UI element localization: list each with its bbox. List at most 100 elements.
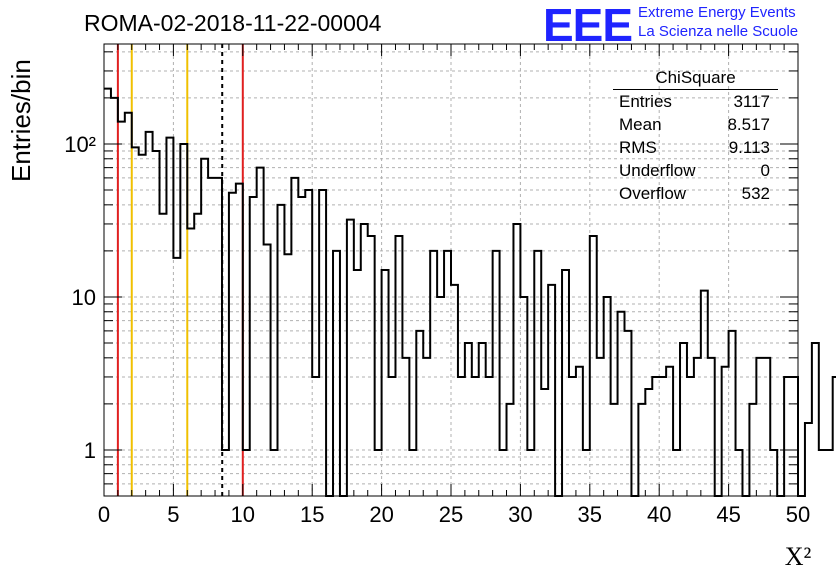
histogram-bin	[805, 423, 812, 496]
histogram-bin	[291, 178, 298, 496]
histogram-bin	[389, 377, 396, 496]
histogram-bin	[160, 214, 167, 496]
stats-value: 9.113	[728, 138, 770, 157]
histogram-bin	[451, 285, 458, 496]
stats-row-entries: Entries 3117	[611, 90, 778, 113]
x-tick-label: 20	[369, 502, 393, 527]
histogram-bin	[319, 190, 326, 496]
histogram-bin	[513, 224, 520, 496]
x-tick-label: 45	[716, 502, 740, 527]
chart-title: ROMA-02-2018-11-22-00004	[84, 10, 382, 36]
y-tick-label: 10	[72, 285, 96, 310]
stats-box: ChiSquare Entries 3117 Mean 8.517 RMS 9.113…	[611, 66, 778, 205]
stats-row-overflow: Overflow 532	[611, 182, 778, 205]
histogram-bin	[597, 358, 604, 496]
histogram-bin	[645, 389, 652, 496]
ticks-layer: 0 5 10 15 20 25 30 35 40 45 50 1 10 10²	[64, 44, 810, 527]
histogram-bin	[153, 151, 160, 496]
histogram-bin	[590, 236, 597, 496]
histogram-bin	[298, 197, 305, 496]
stats-row-mean: Mean 8.517	[611, 113, 778, 136]
x-tick-label: 35	[578, 502, 602, 527]
stats-title: ChiSquare	[613, 66, 778, 90]
histogram-bin	[284, 254, 291, 496]
histogram-bin	[812, 343, 819, 496]
histogram-bin	[437, 297, 444, 496]
histogram-bin	[416, 331, 423, 496]
histogram-bin	[382, 270, 389, 496]
histogram-bin	[444, 251, 451, 496]
histogram-bin	[625, 331, 632, 496]
histogram-bin	[458, 377, 465, 496]
histogram-bin	[278, 205, 285, 496]
histogram-bin	[395, 236, 402, 496]
histogram-bin	[194, 214, 201, 496]
histogram-bin	[666, 367, 673, 496]
histogram-bin	[576, 367, 583, 496]
histogram-bin	[375, 450, 382, 496]
y-tick-label: 10²	[64, 132, 96, 157]
histogram-bin	[520, 297, 527, 496]
logo-mark: EEE	[543, 0, 633, 51]
stats-label: RMS	[619, 138, 657, 157]
logo-line-2: La Scienza nelle Scuole	[638, 23, 799, 40]
histogram-bin	[819, 450, 826, 496]
stats-value: 3117	[733, 92, 770, 111]
histogram-bin	[791, 377, 798, 496]
x-tick-label: 40	[647, 502, 671, 527]
histogram-bin	[486, 377, 493, 496]
histogram-bin	[694, 358, 701, 496]
histogram-bin	[368, 236, 375, 496]
histogram-bin	[770, 450, 777, 496]
x-tick-label: 30	[508, 502, 532, 527]
x-tick-label: 25	[439, 502, 463, 527]
histogram-bin	[257, 168, 264, 496]
histogram-bin	[736, 450, 743, 496]
histogram-bin	[500, 450, 507, 496]
histogram-bin	[708, 358, 715, 496]
histogram-bin	[638, 404, 645, 496]
histogram-bin	[562, 270, 569, 496]
histogram-bin	[139, 155, 146, 496]
histogram-bin	[618, 312, 625, 496]
histogram-bin	[187, 229, 194, 496]
histogram-bin	[250, 197, 257, 496]
histogram-bin	[611, 404, 618, 496]
histogram-bin	[215, 178, 222, 496]
histogram-bin	[208, 178, 215, 496]
stats-row-underflow: Underflow 0	[611, 159, 778, 182]
histogram-bin	[756, 358, 763, 496]
x-tick-label: 5	[167, 502, 179, 527]
histogram-bin	[180, 144, 187, 496]
histogram-bin	[173, 258, 180, 496]
stats-value: 8.517	[727, 115, 770, 134]
stats-row-rms: RMS 9.113	[611, 136, 778, 159]
y-tick-label: 1	[84, 438, 96, 463]
histogram-bin	[166, 138, 173, 496]
histogram-bin	[229, 193, 236, 496]
histogram-bin	[583, 450, 590, 496]
stats-value: 532	[741, 184, 770, 203]
histogram-bin	[749, 404, 756, 496]
stats-label: Overflow	[619, 184, 687, 203]
histogram-bin	[784, 377, 791, 496]
x-tick-label: 50	[786, 502, 810, 527]
stats-label: Mean	[619, 115, 662, 134]
histogram-bin	[548, 285, 555, 496]
histogram-bin	[201, 159, 208, 496]
histogram-bin	[264, 245, 271, 496]
stats-label: Entries	[619, 92, 672, 111]
histogram-bin	[604, 297, 611, 496]
histogram-bin	[652, 377, 659, 496]
histogram-bin	[312, 377, 319, 496]
histogram-bin	[430, 251, 437, 496]
histogram-bin	[423, 358, 430, 496]
histogram-bin	[132, 147, 139, 496]
x-tick-label: 0	[98, 502, 110, 527]
histogram-bin	[347, 220, 354, 496]
histogram-bin	[687, 377, 694, 496]
histogram-bin	[659, 377, 666, 496]
histogram-bin	[541, 389, 548, 496]
